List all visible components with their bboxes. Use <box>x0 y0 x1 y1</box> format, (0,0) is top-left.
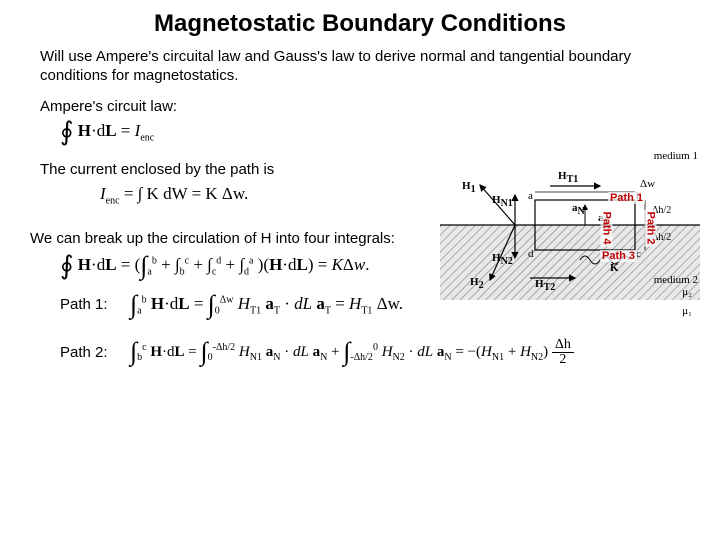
boundary-diagram: medium 1 μ₁ medium 2 μ₂ HT1 HT2 HN1 HN2 … <box>440 150 700 300</box>
ampere-equation: ∮ H·dL = Ienc <box>0 119 720 145</box>
page-title: Magnetostatic Boundary Conditions <box>0 0 720 44</box>
medium2-label: medium 2 <box>654 274 698 286</box>
medium1-label: medium 1 <box>654 150 698 162</box>
corner-d: d <box>528 248 534 260</box>
ampere-law-label: Ampere's circuit law: <box>0 88 720 119</box>
hn1-label: HN1 <box>492 194 513 209</box>
ht1-label: HT1 <box>558 170 578 185</box>
corner-a: a <box>528 190 533 202</box>
intro-text: Will use Ampere's circuital law and Gaus… <box>0 44 720 88</box>
h2-label: H2 <box>470 276 484 291</box>
path2-equation: Path 2: ∫bc H·dL = ∫0-Δh/2 HN1 aN · dL a… <box>0 318 720 369</box>
an-label: aN <box>572 202 585 217</box>
h1-label: H1 <box>462 180 476 195</box>
dw-label: Δw <box>640 178 655 190</box>
hn2-label: HN2 <box>492 252 513 267</box>
mu1-label: μ₁ <box>682 305 692 317</box>
path4-label: Path 4 <box>601 209 613 246</box>
ht2-label: HT2 <box>535 278 555 293</box>
mu2-label: μ₂ <box>682 286 692 298</box>
path2-label: Path 2 <box>645 209 657 246</box>
k-label: K <box>610 262 619 274</box>
path3-label: Path 3 <box>600 250 637 262</box>
path1-label: Path 1 <box>608 192 645 204</box>
